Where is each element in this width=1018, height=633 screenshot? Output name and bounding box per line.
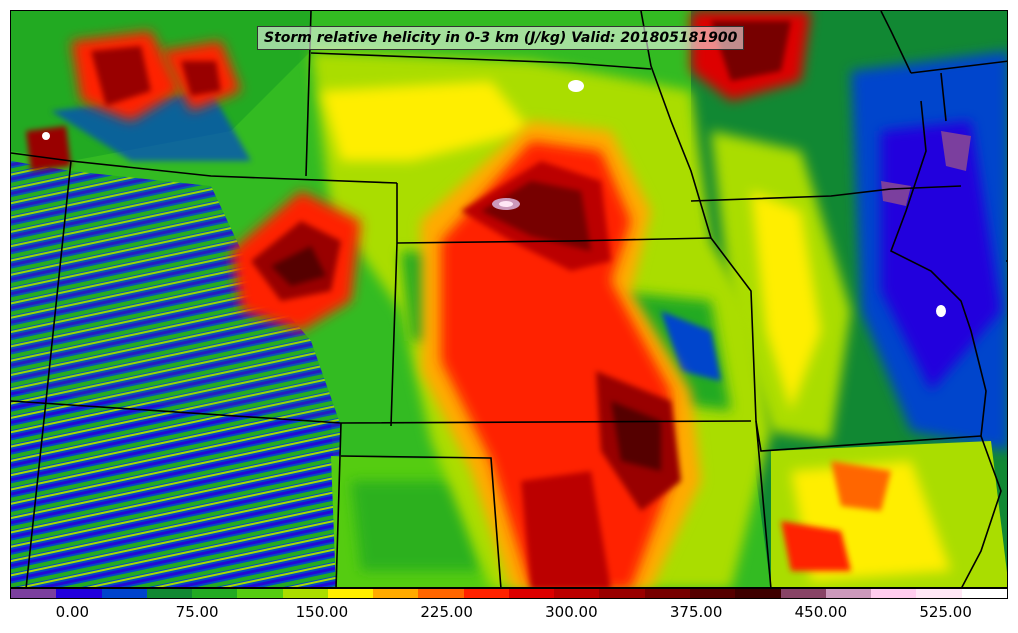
colorbar-tick-label: 75.00: [175, 603, 219, 621]
field-maxima: [26, 11, 946, 587]
colorbar-segment: [644, 589, 690, 598]
colorbar: [10, 588, 1008, 599]
colorbar-segment: [508, 589, 555, 598]
colorbar-segment: [56, 589, 102, 598]
colorbar-tick-label: 0.00: [55, 603, 90, 621]
colorbar-segment: [916, 589, 962, 598]
colorbar-segment: [101, 589, 147, 598]
colorbar-segment: [961, 589, 1007, 598]
colorbar-segment: [554, 589, 600, 598]
helicity-map: [11, 11, 1007, 587]
map-title: Storm relative helicity in 0-3 km (J/kg)…: [257, 26, 745, 50]
colorbar-segment: [871, 589, 917, 598]
colorbar-segment: [825, 589, 872, 598]
colorbar-segment: [418, 589, 464, 598]
colorbar-tick-label: 150.00: [295, 603, 349, 621]
colorbar-segment: [599, 589, 645, 598]
colorbar-tick-label: 450.00: [794, 603, 848, 621]
colorbar-segment: [192, 589, 238, 598]
colorbar-segment: [735, 589, 781, 598]
colorbar-tick-label: 525.00: [919, 603, 972, 621]
colorbar-segment: [463, 589, 509, 598]
colorbar-tick-label: 225.00: [420, 603, 473, 621]
colorbar-segment: [780, 589, 826, 598]
colorbar-tick-label: 375.00: [669, 603, 723, 621]
colorbar-segment: [11, 589, 57, 598]
colorbar-tick-labels: 0.00 75.00 150.00 225.00 300.00 375.00 450.00 5…: [10, 603, 1008, 623]
colorbar-segment: [373, 589, 419, 598]
colorbar-segment: [689, 589, 736, 598]
map-panel: Storm relative helicity in 0-3 km (J/kg)…: [10, 10, 1008, 588]
field-east: [691, 11, 1007, 587]
colorbar-segment: [327, 589, 374, 598]
state-boundaries: [11, 11, 1007, 587]
colorbar-segment: [237, 589, 283, 598]
colorbar-segment: [282, 589, 328, 598]
colorbar-segment: [146, 589, 193, 598]
colorbar-tick-label: 300.00: [545, 603, 598, 621]
